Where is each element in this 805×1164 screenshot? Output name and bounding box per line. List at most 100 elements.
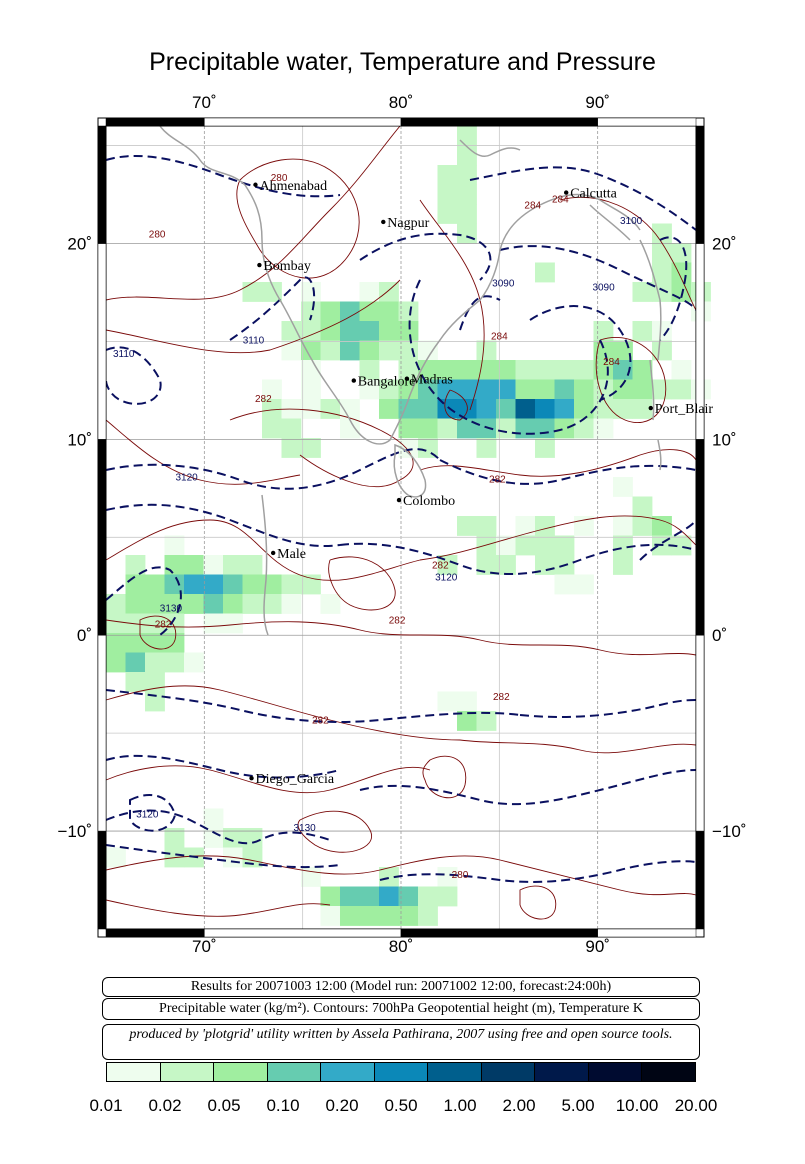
lon-tick-label-top: 70˚ [192,93,217,112]
pw-cell [496,418,516,439]
color-scale-label: 1.00 [443,1096,477,1115]
pw-cell [379,886,399,907]
pw-cell [398,886,419,907]
pw-cell [379,379,399,400]
height-contour-line [499,245,697,311]
color-swatch [428,1063,482,1081]
pw-cell [145,574,165,595]
pw-cell [379,301,399,322]
frame-bar-right [695,439,705,636]
color-scale-label: 0.02 [148,1096,182,1115]
color-swatch [267,1063,322,1081]
height-contour-line [105,844,341,869]
pw-cell [223,555,243,575]
pw-cell [203,574,224,595]
color-swatch [107,1063,161,1081]
temperature-contour-line [105,419,301,485]
frame-bar-right [695,634,705,832]
pw-cell [515,379,536,400]
pw-cell [125,633,146,653]
coastline-path [393,443,427,498]
pw-cell [106,652,126,673]
pw-cell [457,418,477,439]
temperature-contour-line [105,519,421,581]
temperature-contour-line [595,336,667,424]
graticule [106,126,696,929]
contour-value-label: 280 [271,173,288,184]
lat-tick-label-left: 20˚ [67,235,92,254]
pw-cell [203,555,224,575]
frame-bar-left [97,634,107,832]
pw-cell [203,808,224,829]
pw-cell [106,633,126,653]
height-contour-line [105,754,341,779]
coastline-path [499,193,641,251]
map-frame [97,117,705,938]
pw-cell [418,906,438,926]
pw-cell [437,379,458,400]
pw-cell [145,672,165,692]
temperature-contour-line [105,685,461,741]
lat-tick-label-right: −10˚ [712,822,747,841]
pw-cell [515,418,536,439]
pw-cell [437,418,458,439]
color-swatch [214,1063,268,1081]
pw-cell [301,360,321,380]
height-contour-line [105,689,521,723]
lat-tick-label-right: 10˚ [712,430,737,449]
pw-cell [125,574,146,595]
contour-value-label: 282 [389,615,406,626]
pw-cell [652,282,672,302]
height-contour-line [105,154,341,198]
pw-cell [457,165,477,185]
pw-cell [476,379,497,400]
coastline-path [159,125,501,445]
contour-labels: 280 280 284 284 282 284 284 282 282 282 282 282 282 2… [113,173,643,881]
pw-cell [496,399,516,419]
contour-value-label: 284 [552,194,569,205]
pw-cell [496,360,516,380]
pw-cell [574,418,594,439]
pw-cell [301,321,321,341]
temperature-contour-line [229,408,414,487]
contour-value-label: 282 [255,394,272,405]
city-label: Colombo [403,494,455,509]
pw-cell [242,282,263,302]
pw-cell [301,438,321,458]
pw-cell [320,594,341,614]
pw-cell [281,418,302,439]
pw-cell [359,886,380,907]
color-scale-bar [106,1062,696,1082]
pw-cell [652,321,672,341]
pw-cell [554,574,575,595]
pw-cell [164,555,185,575]
contour-value-label: 3130 [160,604,183,615]
color-swatch [160,1063,215,1081]
pw-cell [340,301,360,322]
pw-cell [437,691,458,712]
temperature-contour-line [422,755,467,799]
pw-cell [184,652,204,673]
pw-cell [632,360,653,380]
city-dot [249,775,254,781]
color-scale-label: 20.00 [674,1096,718,1115]
city-label: Bangalore [358,375,416,390]
pw-cell [437,555,458,575]
pw-cell [632,516,653,536]
pw-cell [476,340,497,361]
pw-cell [203,594,224,614]
pw-cell [164,828,185,848]
color-scale-label: 0.50 [384,1096,418,1115]
height-contour-line [229,276,316,341]
pw-cell [223,594,243,614]
lat-tick-label-right: 0˚ [712,626,727,645]
city-label: Calcutta [570,187,617,202]
height-contour-line [105,566,182,636]
city-label: Diego_Garcia [256,772,335,787]
color-swatch [588,1063,643,1081]
city-dot [253,182,258,187]
pw-cell [652,262,672,283]
frame-bar-top [204,117,402,127]
pw-cell [418,886,438,907]
